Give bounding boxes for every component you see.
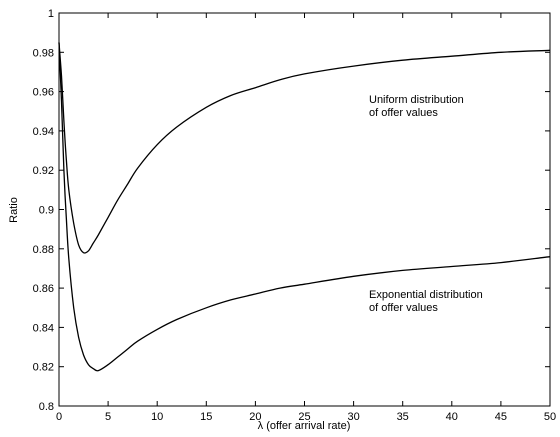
x-tick-label: 30 [347, 411, 359, 423]
exponential-annotation-line: of offer values [369, 302, 438, 314]
x-tick-label: 0 [56, 411, 62, 423]
exponential-distribution-line [58, 42, 551, 372]
y-tick-label: 1 [48, 8, 54, 20]
exponential-annotation-line: Exponential distribution [369, 289, 483, 301]
y-tick-label: 0.98 [33, 47, 54, 59]
y-tick-label: 0.94 [33, 126, 54, 138]
y-tick-label: 0.96 [33, 87, 54, 99]
uniform-annotation-line: of offer values [369, 107, 438, 119]
x-tick-label: 35 [397, 411, 409, 423]
x-tick-label: 10 [151, 411, 163, 423]
x-axis-label: λ (offer arrival rate) [258, 420, 351, 432]
y-tick-label: 0.82 [33, 362, 54, 374]
uniform-distribution-line [58, 42, 551, 254]
y-tick-label: 0.88 [33, 244, 54, 256]
x-tick-label: 50 [544, 411, 556, 423]
x-tick-label: 20 [249, 411, 261, 423]
y-tick-label: 0.84 [33, 322, 54, 334]
plot-area [58, 12, 551, 407]
y-tick-label: 0.9 [39, 205, 54, 217]
x-tick-label: 25 [298, 411, 310, 423]
x-tick-label: 5 [105, 411, 111, 423]
uniform-annotation-line: Uniform distribution [369, 94, 464, 106]
y-tick-label: 0.86 [33, 283, 54, 295]
series-layer [58, 42, 551, 372]
y-tick-label: 0.8 [39, 401, 54, 413]
x-tick-label: 45 [495, 411, 507, 423]
ticks-layer: 0 5 10 15 20 25 30 35 40 45 50 0.8 0.82 0.84 0.86 0.88 0… [33, 8, 557, 423]
x-tick-label: 40 [446, 411, 458, 423]
x-tick-label: 15 [200, 411, 212, 423]
y-tick-label: 0.92 [33, 165, 54, 177]
y-axis-label: Ratio [8, 197, 20, 223]
